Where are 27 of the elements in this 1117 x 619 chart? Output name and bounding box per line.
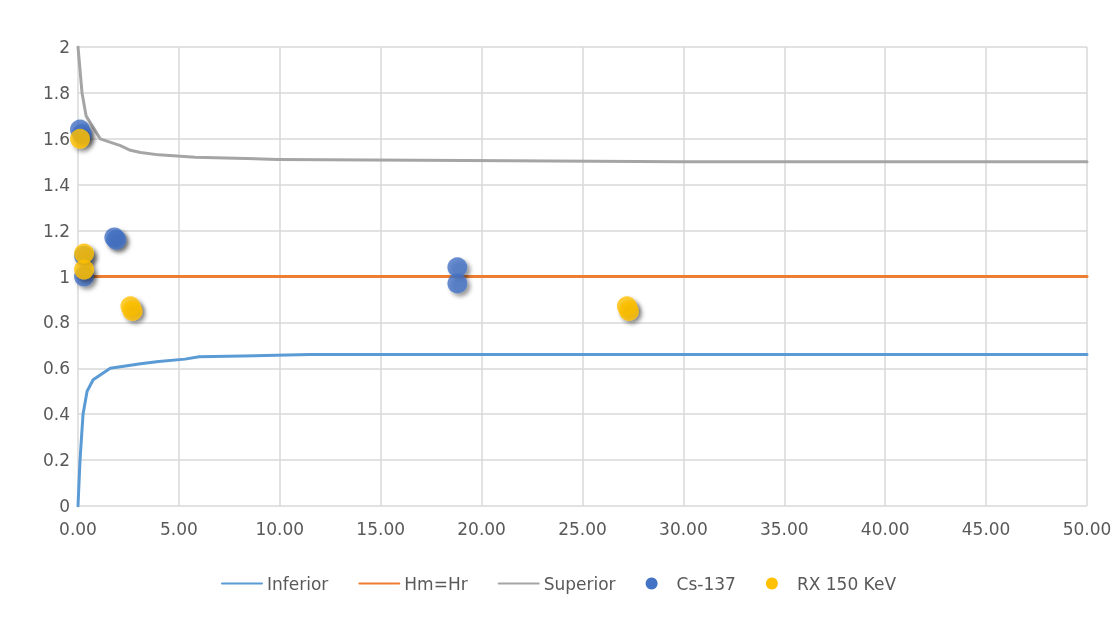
y-tick-label: 0.6 (42, 358, 70, 379)
x-tick-label: 45.00 (961, 518, 1011, 539)
y-tick-label: 1 (59, 266, 70, 287)
y-tick-label: 1.4 (42, 174, 70, 195)
x-tick-label: 10.00 (255, 518, 305, 539)
y-tick-label: 2 (59, 37, 70, 57)
y-tick-label: 0.8 (42, 312, 70, 333)
x-tick-label: 40.00 (860, 518, 910, 539)
y-tick-label: 0 (59, 496, 70, 516)
legend-label: Superior (543, 573, 616, 594)
x-tick-label: 50.00 (1062, 518, 1112, 539)
y-tick-label: 1.8 (42, 82, 70, 103)
legend-label: Hm=Hr (404, 573, 468, 594)
x-tick-label: 35.00 (759, 518, 809, 539)
x-tick-label: 0.00 (59, 518, 97, 539)
y-tick-label: 0.2 (42, 450, 70, 471)
x-tick-label: 30.00 (659, 518, 708, 539)
y-tick-label: 1.2 (42, 220, 70, 241)
legend-label: RX 150 KeV (796, 573, 897, 594)
x-tick-label: 20.00 (457, 518, 506, 539)
legend-label: Inferior (266, 573, 329, 594)
x-tick-label: 25.00 (558, 518, 607, 539)
y-tick-label: 0.4 (42, 404, 70, 425)
x-tick-label: 5.00 (159, 518, 198, 539)
legend-label: Cs-137 (676, 573, 736, 594)
y-tick-label: 1.6 (42, 128, 70, 149)
x-tick-label: 15.00 (356, 518, 406, 539)
